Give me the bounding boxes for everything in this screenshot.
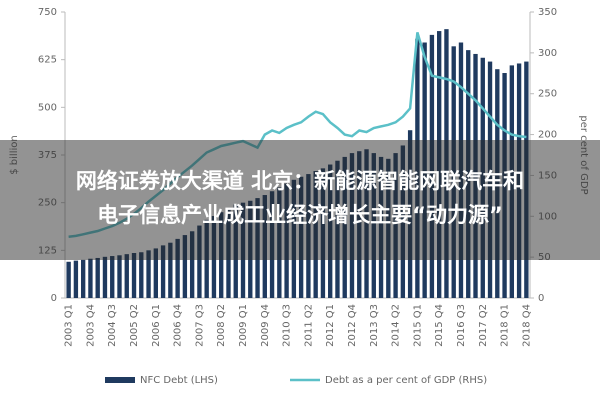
y2-tick-label: 250 [538,89,557,100]
x-tick-label: 2017 Q2 [478,304,489,347]
x-tick-label: 2018 Q4 [521,304,532,347]
y-tick-label: 500 [38,102,57,113]
y2-tick-label: 350 [538,7,557,18]
x-tick-label: 2013 Q3 [369,304,380,347]
x-tick-label: 2010 Q3 [282,304,293,347]
x-tick-label: 2012 Q4 [347,304,358,347]
y-tick-label: 750 [38,7,57,18]
x-tick-label: 2014 Q2 [391,304,402,347]
x-tick-label: 2009 Q4 [260,304,271,347]
bar [189,231,195,298]
bar [117,255,122,298]
x-tick-label: 2011 Q2 [303,304,314,347]
bar [73,260,79,298]
x-tick-label: 2015 Q1 [412,304,423,347]
x-tick-label: 2007 Q3 [194,304,205,347]
legend-label: NFC Debt (LHS) [140,375,218,386]
x-tick-label: 2004 Q3 [107,304,118,347]
y-tick-label: 625 [38,55,57,66]
bar [160,245,166,298]
x-tick-label: 2016 Q3 [456,304,467,347]
y-tick-label: 0 [51,293,57,304]
x-tick-label: 2018 Q1 [500,304,511,347]
bar [146,250,151,298]
legend-label: Debt as a per cent of GDP (RHS) [325,375,487,386]
x-tick-label: 2008 Q2 [216,304,227,347]
x-tick-label: 2009 Q1 [238,304,249,347]
x-tick-label: 2006 Q1 [151,304,162,347]
x-tick-label: 2006 Q4 [173,304,184,347]
legend-swatch [105,377,135,383]
bar [80,259,86,298]
bar [88,258,93,298]
x-tick-label: 2003 Q1 [64,304,75,347]
x-tick-label: 2012 Q1 [325,304,336,347]
y2-tick-label: 0 [538,293,544,304]
bar [131,253,137,298]
bar [102,256,108,298]
y2-tick-label: 300 [538,48,557,59]
banner-text: 网络证券放大渠道 北京：新能源智能网联汽车和 [76,169,524,193]
bar [95,257,100,298]
bar [168,242,173,298]
bar [66,261,71,298]
bar [175,238,180,298]
bar [197,225,202,298]
bar [124,254,129,298]
bar [182,235,188,298]
x-tick-label: 2003 Q4 [85,304,96,347]
banner [0,140,600,260]
bar [110,256,115,298]
x-tick-label: 2005 Q2 [129,304,140,347]
banner-text: 电子信息产业成工业经济增长主要“动力源” [97,203,503,227]
x-tick-label: 2015 Q4 [434,304,445,347]
bar [153,248,158,298]
y2-tick-label: 200 [538,130,557,141]
bar [139,252,144,298]
